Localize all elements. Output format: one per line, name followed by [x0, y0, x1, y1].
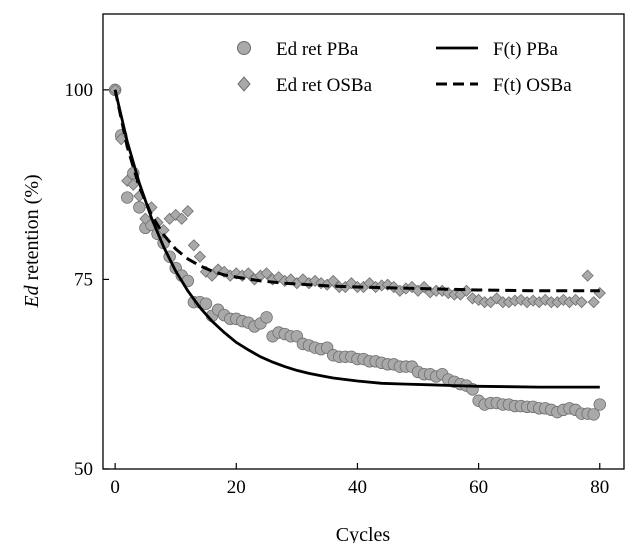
- osba-point: [139, 212, 152, 225]
- pba-point: [121, 191, 134, 204]
- x-tick-label: 20: [227, 477, 246, 498]
- y-axis-ticks: 50 75 100: [65, 80, 109, 480]
- osba-point: [581, 269, 594, 282]
- x-tick-label: 80: [590, 477, 609, 498]
- osba-point: [587, 296, 600, 309]
- x-tick-label: 40: [348, 477, 367, 498]
- osba-point: [175, 212, 188, 225]
- x-axis-title: Cycles: [336, 524, 391, 543]
- legend-label-fit-osba: F(t) OSBa: [493, 75, 572, 96]
- fit-line-pba: [113, 89, 600, 389]
- x-tick-label: 0: [110, 477, 120, 498]
- legend-osba-marker: [237, 76, 251, 92]
- y-axis-title: Ed retention (%): [21, 174, 43, 308]
- legend-label-pba: Ed ret PBa: [276, 39, 359, 60]
- y-tick-label: 50: [74, 459, 93, 480]
- y-tick-label: 75: [74, 269, 93, 290]
- legend-label-fit-pba: F(t) PBa: [493, 39, 558, 60]
- y-tick-label: 100: [65, 80, 94, 101]
- y-axis-title-rest: retention (%): [21, 174, 43, 285]
- osba-point: [181, 205, 194, 218]
- legend: Ed ret PBa Ed ret OSBa F(t) PBa F(t) OSB…: [237, 39, 572, 96]
- pba-point: [593, 398, 606, 411]
- osba-point: [205, 269, 219, 282]
- x-axis-ticks: 0 20 40 60 80: [110, 463, 609, 498]
- pba-point: [587, 408, 600, 421]
- osba-point: [327, 274, 340, 287]
- y-axis-title-italic: Ed: [21, 284, 43, 308]
- plot-frame: [102, 13, 625, 470]
- osba-point: [242, 267, 255, 280]
- pba-point: [133, 201, 146, 214]
- pba-points: [108, 83, 606, 421]
- fit-line-osba: [113, 89, 600, 293]
- osba-point: [187, 239, 200, 252]
- osba-point: [193, 250, 206, 263]
- legend-pba-marker: [237, 41, 251, 55]
- osba-point: [593, 287, 606, 300]
- legend-label-osba: Ed ret OSBa: [276, 75, 373, 96]
- osba-point: [260, 267, 273, 280]
- pba-point: [199, 297, 213, 310]
- osba-point: [575, 296, 588, 309]
- pba-point: [260, 311, 273, 324]
- x-tick-label: 60: [469, 477, 488, 498]
